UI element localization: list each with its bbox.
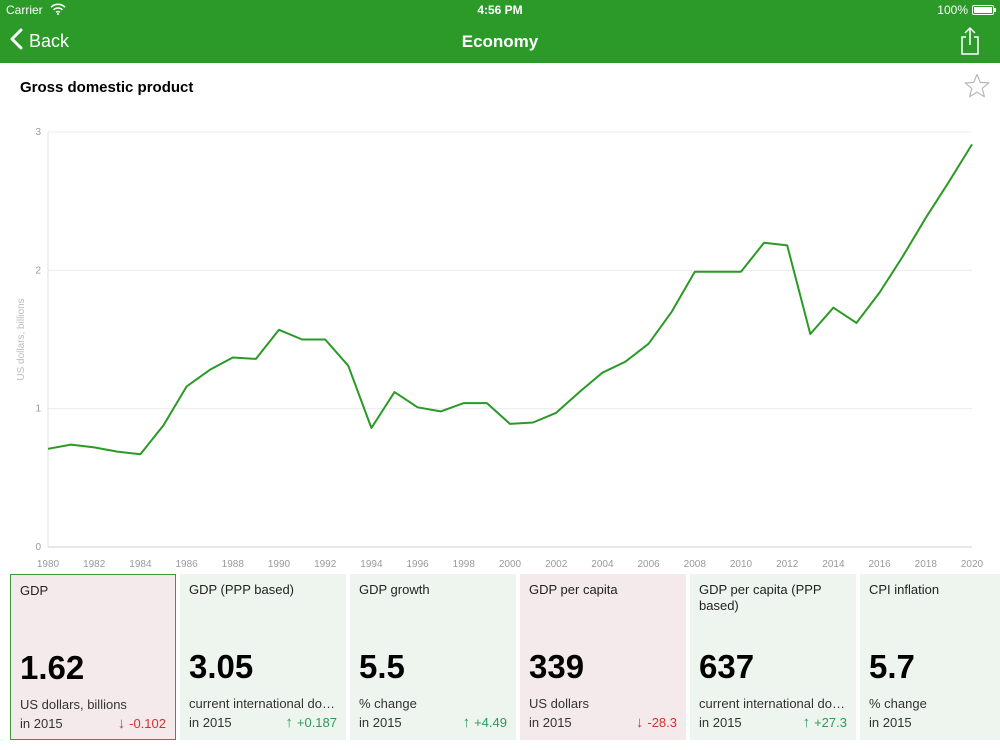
chevron-left-icon (10, 28, 23, 55)
gdp-series-line (47, 143, 973, 456)
card-change-value: +4.49 (474, 715, 507, 730)
arrow-down-icon: ↓ (117, 715, 126, 732)
card-title: GDP growth (359, 582, 430, 597)
card-value: 1.62 (20, 649, 85, 686)
card-change-value: -28.3 (647, 715, 677, 730)
card-change: ↑ +4.49 (463, 714, 507, 731)
wifi-icon (50, 3, 66, 18)
card-change: ↓ -28.3 (636, 714, 677, 731)
card-value: 339 (529, 648, 585, 685)
card-unit: US dollars, billions (20, 697, 127, 712)
battery-percent: 100% (937, 3, 968, 17)
card-change-value: +27.3 (814, 715, 847, 730)
card-change-value: -0.102 (129, 716, 166, 731)
clock: 4:56 PM (477, 3, 523, 17)
chart-title: Gross domestic product (20, 79, 194, 96)
x-tick-label: 1988 (222, 559, 245, 570)
x-tick-label: 2012 (776, 559, 799, 570)
x-tick-label: 1992 (314, 559, 337, 570)
arrow-up-icon: ↑ (285, 714, 293, 731)
y-tick-label: 2 (35, 265, 41, 276)
back-button[interactable]: Back (10, 28, 69, 54)
card-change: ↓ -0.102 (118, 715, 166, 732)
star-icon (964, 73, 990, 98)
card-change-value: +0.187 (296, 715, 337, 730)
card-unit: US dollars (529, 696, 589, 711)
x-tick-label: 1982 (83, 559, 106, 570)
indicator-card[interactable]: GDP 1.62 US dollars, billions in 2015 ↓ -0.10… (10, 574, 176, 740)
card-title: GDP per capita (PPP based) (699, 582, 822, 613)
arrow-up-icon: ↑ (462, 714, 471, 731)
card-value: 3.05 (189, 648, 254, 685)
x-tick-label: 2020 (961, 559, 984, 570)
x-tick-label: 1998 (453, 559, 476, 570)
card-title: GDP per capita (529, 582, 618, 597)
favorite-button[interactable] (964, 73, 990, 99)
card-unit: current international dollars, billions (189, 696, 337, 711)
page-title: Economy (461, 32, 539, 51)
card-year: in 2015 (869, 715, 912, 730)
card-year: in 2015 (359, 715, 402, 730)
card-unit: % change (869, 696, 927, 711)
x-tick-label: 2004 (591, 559, 614, 570)
y-tick-label: 3 (35, 127, 41, 138)
card-value: 5.7 (869, 648, 915, 685)
card-change: ↑ +27.3 (803, 714, 847, 731)
back-label: Back (29, 30, 70, 51)
gdp-line-chart: 0 1 2 3 1980 1982 1984 1986 1988 1990 1992 1994 1996… (16, 127, 984, 570)
arrow-down-icon: ↓ (635, 714, 644, 731)
status-bar: Carrier 4:56 PM 100% (0, 0, 1000, 20)
y-tick-label: 1 (35, 404, 41, 415)
x-tick-label: 2000 (499, 559, 522, 570)
y-tick-label: 0 (35, 542, 41, 553)
share-button[interactable] (958, 26, 982, 56)
x-tick-label: 2014 (822, 559, 845, 570)
card-title: CPI inflation (869, 582, 940, 597)
card-unit: % change (359, 696, 417, 711)
share-icon (961, 26, 979, 55)
indicator-cards: GDP 1.62 US dollars, billions in 2015 ↓ -0.10… (10, 574, 1000, 740)
x-tick-label: 2008 (684, 559, 707, 570)
x-tick-label: 2006 (637, 559, 660, 570)
indicator-card[interactable]: GDP growth 5.5 % change in 2015 ↑ +4.49 (350, 574, 516, 740)
indicator-card[interactable]: GDP per capita (PPP based) 637 current int… (690, 574, 856, 740)
indicator-card[interactable]: GDP per capita 339 US dollars in 2015 ↓ -28.3 (520, 574, 686, 740)
card-year: in 2015 (699, 715, 742, 730)
card-title: GDP (20, 583, 49, 598)
card-value: 5.5 (359, 648, 405, 685)
carrier-label: Carrier (6, 3, 43, 17)
x-tick-label: 1984 (129, 559, 152, 570)
card-unit: current international dollars (699, 696, 847, 711)
x-tick-label: 1980 (37, 559, 60, 570)
x-tick-label: 1986 (175, 559, 198, 570)
x-tick-label: 2016 (868, 559, 891, 570)
navigation-bar: Back Economy (0, 20, 1000, 63)
card-value: 637 (699, 648, 755, 685)
x-tick-label: 2018 (915, 559, 938, 570)
y-axis-label: US dollars, billions (16, 298, 27, 380)
x-tick-label: 2002 (545, 559, 568, 570)
card-year: in 2015 (20, 716, 63, 731)
card-year: in 2015 (189, 715, 232, 730)
indicator-card[interactable]: GDP (PPP based) 3.05 current international… (180, 574, 346, 740)
battery-icon (972, 5, 996, 15)
arrow-up-icon: ↑ (802, 714, 811, 731)
card-year: in 2015 (529, 715, 572, 730)
card-title: GDP (PPP based) (189, 582, 295, 597)
x-tick-label: 1996 (406, 559, 429, 570)
x-tick-label: 1994 (360, 559, 383, 570)
x-tick-label: 2010 (730, 559, 753, 570)
card-change: ↑ +0.187 (285, 714, 337, 731)
x-tick-label: 1990 (268, 559, 291, 570)
